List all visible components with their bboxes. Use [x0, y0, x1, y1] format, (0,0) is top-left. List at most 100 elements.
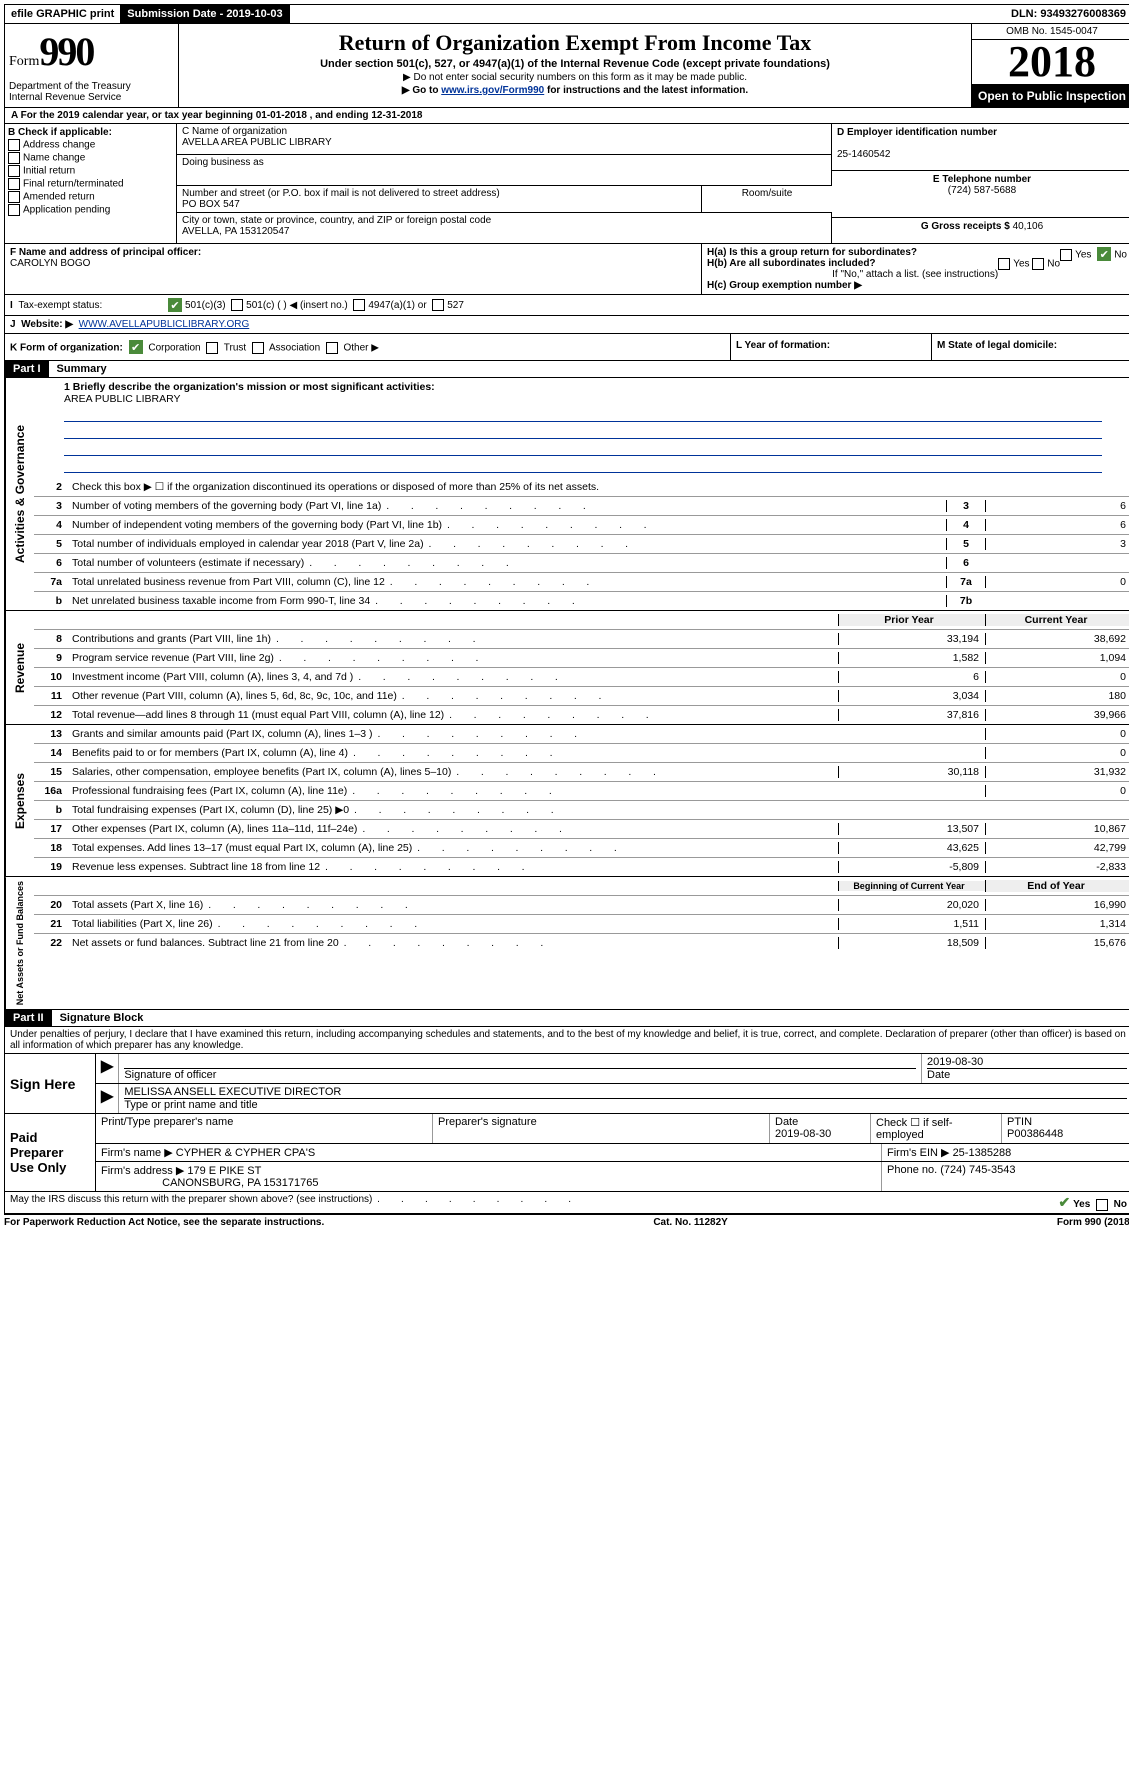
form-header: Form990 Department of the Treasury Inter… — [4, 24, 1129, 108]
net-header: Beginning of Current Year End of Year — [34, 877, 1129, 896]
table-row: 3Number of voting members of the governi… — [34, 497, 1129, 516]
arrow-icon: ▶ — [96, 1054, 119, 1083]
self-employed: Check ☐ if self-employed — [871, 1114, 1002, 1143]
table-row: 7aTotal unrelated business revenue from … — [34, 573, 1129, 592]
room-cell: Room/suite — [702, 186, 832, 212]
table-row: bNet unrelated business taxable income f… — [34, 592, 1129, 610]
principal-officer: F Name and address of principal officer:… — [5, 244, 702, 294]
side-label-governance: Activities & Governance — [5, 378, 34, 610]
city-cell: City or town, state or province, country… — [177, 213, 832, 243]
tax-exempt-row: I Tax-exempt status: ✔ 501(c)(3) 501(c) … — [4, 295, 1129, 316]
netassets-section: Net Assets or Fund Balances Beginning of… — [4, 877, 1129, 1010]
row-a-period: A For the 2019 calendar year, or tax yea… — [4, 108, 1129, 124]
table-row: 12Total revenue—add lines 8 through 11 (… — [34, 706, 1129, 724]
penalties-text: Under penalties of perjury, I declare th… — [4, 1027, 1129, 1054]
table-row: 15Salaries, other compensation, employee… — [34, 763, 1129, 782]
form-subtitle: Under section 501(c), 527, or 4947(a)(1)… — [183, 58, 967, 70]
pycy-header: Prior Year Current Year — [34, 611, 1129, 630]
open-inspection: Open to Public Inspection — [972, 84, 1129, 107]
part1-header: Part I Summary — [4, 361, 1129, 378]
table-row: 2Check this box ▶ ☐ if the organization … — [34, 478, 1129, 497]
table-row: 6Total number of volunteers (estimate if… — [34, 554, 1129, 573]
chk-initial[interactable]: Initial return — [8, 165, 173, 177]
row-klm: K Form of organization: ✔ Corporation Tr… — [4, 334, 1129, 361]
firm-ein: Firm's EIN ▶ 25-1385288 — [882, 1144, 1129, 1161]
note-ssn: ▶ Do not enter social security numbers o… — [183, 72, 967, 83]
table-row: 19Revenue less expenses. Subtract line 1… — [34, 858, 1129, 876]
revenue-section: Revenue Prior Year Current Year 8Contrib… — [4, 611, 1129, 725]
group-return: H(a) Is this a group return for subordin… — [702, 244, 1129, 294]
table-row: bTotal fundraising expenses (Part IX, co… — [34, 801, 1129, 820]
form-title: Return of Organization Exempt From Incom… — [183, 30, 967, 56]
dba-cell: Doing business as — [177, 155, 832, 186]
table-row: 22Net assets or fund balances. Subtract … — [34, 934, 1129, 952]
side-label-expenses: Expenses — [5, 725, 34, 876]
chk-pending[interactable]: Application pending — [8, 204, 173, 216]
page-footer: For Paperwork Reduction Act Notice, see … — [4, 1214, 1129, 1230]
side-label-netassets: Net Assets or Fund Balances — [5, 877, 34, 1009]
firm-name: Firm's name ▶ CYPHER & CYPHER CPA'S — [96, 1144, 882, 1161]
identity-block: B Check if applicable: Address change Na… — [4, 124, 1129, 244]
officer-name: MELISSA ANSELL EXECUTIVE DIRECTORType or… — [119, 1084, 1129, 1113]
org-name-cell: C Name of organization AVELLA AREA PUBLI… — [177, 124, 832, 155]
website-link[interactable]: WWW.AVELLAPUBLICLIBRARY.ORG — [79, 319, 250, 330]
governance-section: Activities & Governance 1 Briefly descri… — [4, 378, 1129, 611]
sign-here-block: Sign Here ▶ Signature of officer 2019-08… — [4, 1054, 1129, 1114]
table-row: 10Investment income (Part VIII, column (… — [34, 668, 1129, 687]
submission-date: Submission Date - 2019-10-03 — [120, 5, 289, 23]
chk-final[interactable]: Final return/terminated — [8, 178, 173, 190]
mission-block: 1 Briefly describe the organization's mi… — [34, 378, 1129, 478]
table-row: 17Other expenses (Part IX, column (A), l… — [34, 820, 1129, 839]
firm-phone: Phone no. (724) 745-3543 — [882, 1162, 1129, 1191]
efile-label: efile GRAPHIC print — [5, 6, 120, 22]
preparer-name-hdr: Print/Type preparer's name — [96, 1114, 433, 1143]
top-bar: efile GRAPHIC print Submission Date - 20… — [4, 4, 1129, 24]
check-icon: ✔ — [1097, 247, 1111, 261]
dln: DLN: 93493276008369 — [1005, 6, 1129, 22]
department: Department of the Treasury Internal Reve… — [9, 81, 174, 103]
paid-preparer-block: Paid Preparer Use Only Print/Type prepar… — [4, 1114, 1129, 1192]
officer-signature: Signature of officer — [119, 1054, 922, 1083]
website-row: J Website: ▶ WWW.AVELLAPUBLICLIBRARY.ORG — [4, 316, 1129, 334]
irs-link[interactable]: www.irs.gov/Form990 — [441, 85, 544, 96]
table-row: 9Program service revenue (Part VIII, lin… — [34, 649, 1129, 668]
gross-receipts: G Gross receipts $ 40,106 — [832, 218, 1129, 235]
preparer-date: Date2019-08-30 — [770, 1114, 871, 1143]
expenses-section: Expenses 13Grants and similar amounts pa… — [4, 725, 1129, 877]
street-cell: Number and street (or P.O. box if mail i… — [177, 186, 702, 212]
part2-header: Part II Signature Block — [4, 1010, 1129, 1027]
discuss-row: May the IRS discuss this return with the… — [4, 1192, 1129, 1214]
chk-name[interactable]: Name change — [8, 152, 173, 164]
table-row: 16aProfessional fundraising fees (Part I… — [34, 782, 1129, 801]
form-number: Form990 — [9, 28, 174, 75]
check-icon: ✔ — [1059, 1194, 1071, 1210]
table-row: 4Number of independent voting members of… — [34, 516, 1129, 535]
preparer-sig-hdr: Preparer's signature — [433, 1114, 770, 1143]
note-goto: ▶ Go to www.irs.gov/Form990 for instruct… — [183, 85, 967, 96]
org-name: AVELLA AREA PUBLIC LIBRARY — [182, 137, 826, 148]
ptin: PTINP00386448 — [1002, 1114, 1129, 1143]
table-row: 5Total number of individuals employed in… — [34, 535, 1129, 554]
table-row: 13Grants and similar amounts paid (Part … — [34, 725, 1129, 744]
table-row: 18Total expenses. Add lines 13–17 (must … — [34, 839, 1129, 858]
sign-date: 2019-08-30Date — [922, 1054, 1129, 1083]
sign-here-label: Sign Here — [5, 1054, 96, 1113]
table-row: 11Other revenue (Part VIII, column (A), … — [34, 687, 1129, 706]
paid-preparer-label: Paid Preparer Use Only — [5, 1114, 96, 1191]
check-icon: ✔ — [129, 340, 143, 354]
chk-amended[interactable]: Amended return — [8, 191, 173, 203]
side-label-revenue: Revenue — [5, 611, 34, 724]
table-row: 8Contributions and grants (Part VIII, li… — [34, 630, 1129, 649]
firm-address: Firm's address ▶ 179 E PIKE ST CANONSBUR… — [96, 1162, 882, 1191]
col-b-checkboxes: B Check if applicable: Address change Na… — [5, 124, 177, 243]
phone-cell: E Telephone number (724) 587-5688 — [832, 171, 1129, 218]
ein-cell: D Employer identification number 25-1460… — [832, 124, 1129, 171]
table-row: 20Total assets (Part X, line 16)20,02016… — [34, 896, 1129, 915]
table-row: 21Total liabilities (Part X, line 26)1,5… — [34, 915, 1129, 934]
chk-address[interactable]: Address change — [8, 139, 173, 151]
arrow-icon: ▶ — [96, 1084, 119, 1113]
tax-year: 2018 — [972, 40, 1129, 84]
check-icon: ✔ — [168, 298, 182, 312]
row-fh: F Name and address of principal officer:… — [4, 244, 1129, 295]
table-row: 14Benefits paid to or for members (Part … — [34, 744, 1129, 763]
